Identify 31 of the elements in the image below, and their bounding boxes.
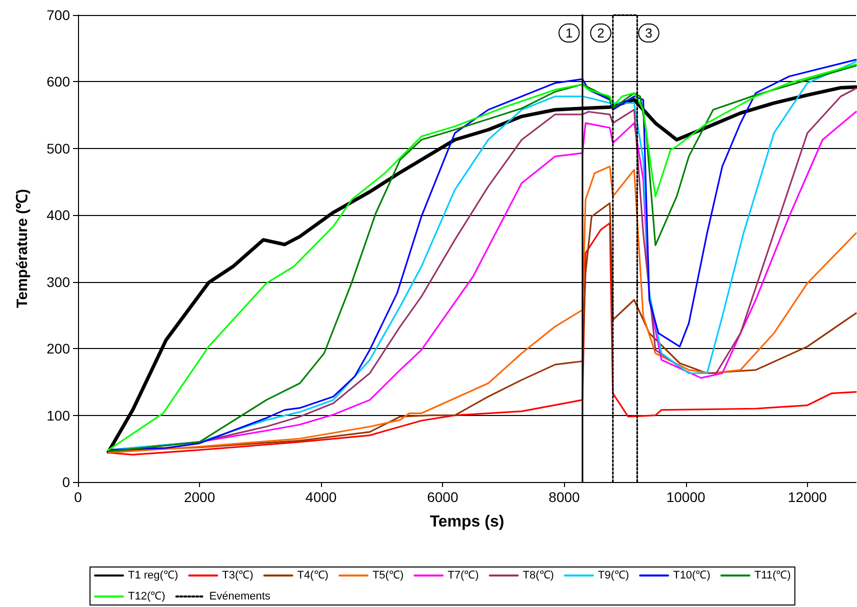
legend-label: T9(℃)	[598, 570, 630, 582]
annotation: 2	[597, 26, 604, 41]
x-axis-title: Temps (s)	[430, 514, 504, 530]
y-tick-label: 500	[46, 140, 70, 156]
annotation: 3	[645, 26, 652, 41]
legend-label: T10(℃)	[673, 570, 710, 582]
x-tick-label: 2000	[184, 489, 216, 505]
y-tick-label: 200	[46, 340, 70, 357]
legend-label: T8(℃)	[522, 570, 554, 582]
y-tick-label: 700	[46, 7, 70, 23]
legend-label: T3(℃)	[222, 570, 254, 582]
y-axis-title: Température (℃)	[14, 189, 31, 308]
annotation: 1	[565, 26, 573, 41]
legend-label: Evénements	[209, 590, 271, 602]
legend-label: T7(℃)	[448, 570, 479, 582]
x-tick-label: 12000	[788, 489, 828, 505]
x-tick-label: 6000	[427, 489, 458, 505]
legend-label: T5(℃)	[372, 570, 404, 582]
legend-label: T4(℃)	[297, 570, 328, 582]
x-tick-label: 10000	[666, 489, 706, 505]
x-tick-label: 8000	[548, 489, 580, 505]
y-tick-label: 0	[62, 474, 70, 490]
y-tick-label: 300	[46, 274, 70, 290]
x-tick-label: 4000	[306, 489, 337, 505]
x-tick-label: 0	[74, 489, 82, 505]
legend-label: T11(℃)	[754, 570, 791, 582]
y-tick-label: 600	[46, 74, 70, 90]
y-tick-label: 100	[46, 407, 70, 424]
legend-label: T1 reg(℃)	[128, 570, 178, 582]
y-tick-label: 400	[46, 207, 70, 224]
legend-label: T12(℃)	[128, 590, 166, 602]
